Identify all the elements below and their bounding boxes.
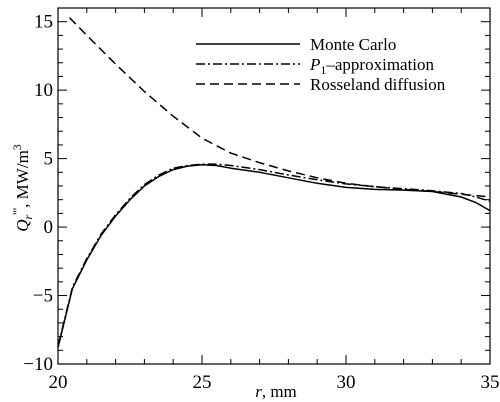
y-tick-label: 10: [34, 80, 53, 101]
legend-label: Monte Carlo: [310, 35, 396, 54]
y-tick-label: −5: [33, 286, 53, 307]
series-line: [57, 164, 491, 348]
y-tick-label: 5: [44, 149, 54, 170]
x-tick-label: 30: [337, 372, 356, 393]
tick-labels: 20 25 30 35 −10 −5 0 5 10 15: [23, 12, 499, 393]
legend-label: P1–approximation: [309, 55, 435, 77]
x-tick-label: 25: [193, 372, 212, 393]
y-tick-label: 0: [44, 217, 54, 238]
y-tick-label: −10: [23, 354, 53, 375]
x-tick-label: 20: [49, 372, 68, 393]
x-tick-label: 35: [481, 372, 500, 393]
y-axis-title: Qr''', MW/m3: [10, 144, 35, 232]
series-line: [68, 17, 491, 198]
y-tick-label: 15: [34, 12, 53, 33]
legend-label: Rosseland diffusion: [310, 75, 446, 94]
series-lines: [57, 17, 491, 348]
x-axis-title: r, mm: [255, 382, 297, 401]
